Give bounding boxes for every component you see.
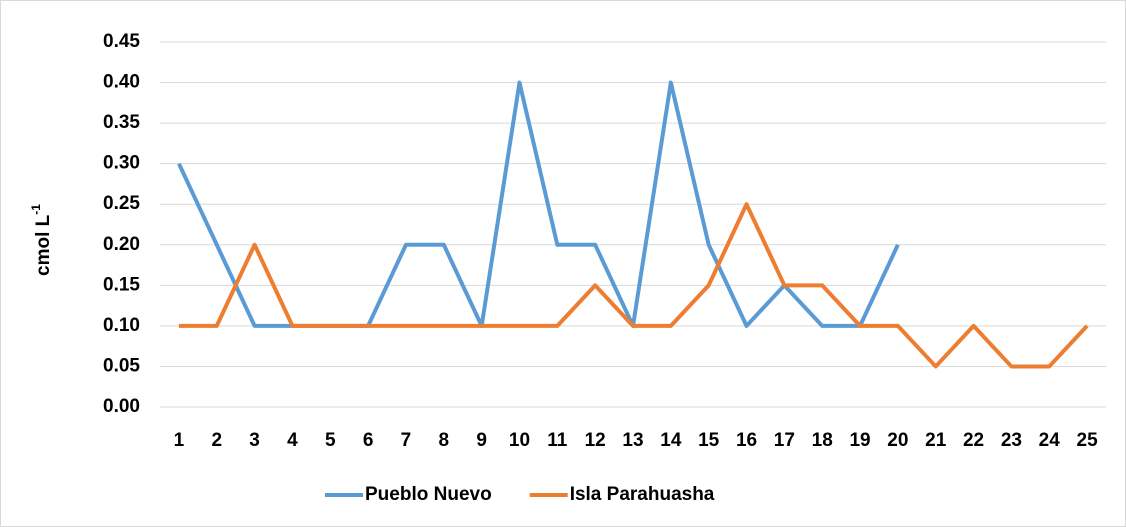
- x-tick-label: 15: [698, 430, 720, 451]
- x-tick-label: 8: [439, 430, 450, 451]
- y-tick-label: 0.30: [103, 153, 140, 174]
- x-tick-label: 17: [774, 430, 795, 451]
- x-tick-label: 2: [211, 430, 222, 451]
- y-axis-title: cmol L-1: [29, 204, 54, 276]
- x-tick-label: 21: [925, 430, 947, 451]
- x-tick-label: 7: [401, 430, 412, 451]
- x-tick-label: 12: [585, 430, 606, 451]
- y-tick-label: 0.15: [103, 274, 140, 295]
- x-tick-label: 11: [547, 430, 568, 451]
- y-tick-label: 0.10: [103, 315, 140, 336]
- x-tick-label: 18: [812, 430, 833, 451]
- line-series: [178, 202, 1089, 369]
- x-tick-label: 10: [509, 430, 530, 451]
- y-tick-label: 0.35: [103, 112, 140, 133]
- x-tick-label: 16: [736, 430, 757, 451]
- legend-label: Isla Parahuasha: [570, 484, 715, 505]
- x-tick-label: 14: [660, 430, 682, 451]
- y-tick-label: 0.25: [103, 193, 140, 214]
- x-tick-label: 25: [1077, 430, 1099, 451]
- y-tick-label: 0.40: [103, 72, 140, 93]
- x-tick-label: 4: [287, 430, 298, 451]
- x-tick-label: 9: [476, 430, 487, 451]
- x-tick-label: 19: [849, 430, 870, 451]
- y-axis-title-main: cmol L: [33, 214, 54, 276]
- y-tick-label: 0.45: [103, 31, 140, 52]
- y-axis-title-sup: -1: [29, 204, 43, 215]
- y-tick-label: 0.00: [103, 396, 140, 417]
- x-tick-label: 20: [887, 430, 908, 451]
- legend-label: Pueblo Nuevo: [365, 484, 492, 505]
- x-tick-label: 24: [1039, 430, 1061, 451]
- y-tick-label: 0.05: [103, 355, 140, 376]
- x-tick-label: 13: [622, 430, 643, 451]
- y-tick-label: 0.20: [103, 234, 140, 255]
- x-tick-label: 22: [963, 430, 984, 451]
- x-tick-label: 1: [174, 430, 185, 451]
- x-tick-label: 6: [363, 430, 374, 451]
- x-tick-label: 5: [325, 430, 336, 451]
- x-tick-label: 23: [1001, 430, 1022, 451]
- x-tick-label: 3: [249, 430, 260, 451]
